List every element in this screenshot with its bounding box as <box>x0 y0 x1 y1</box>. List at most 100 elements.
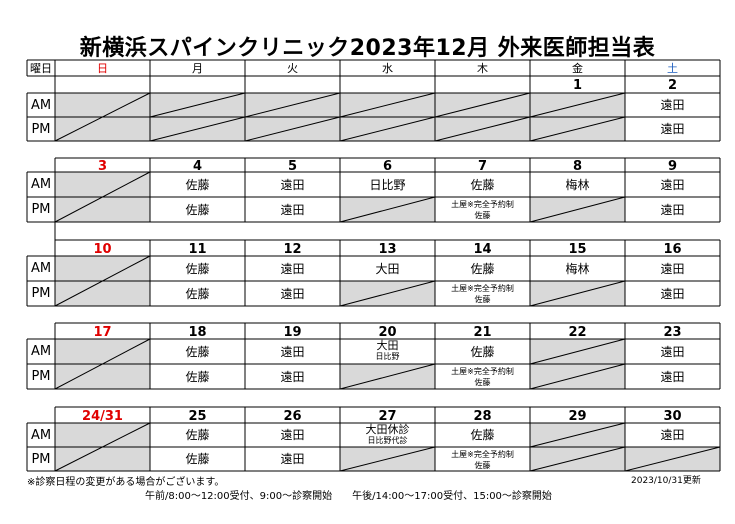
date-number: 20 <box>378 324 397 340</box>
closed-cell-slash <box>529 116 626 142</box>
date-number: 22 <box>568 324 587 340</box>
date-number: 8 <box>572 158 583 174</box>
date-number: 24/31 <box>82 408 123 424</box>
date-number: 15 <box>568 241 587 257</box>
pm-label: PM <box>31 451 51 467</box>
date-number: 13 <box>378 241 397 257</box>
date-number: 17 <box>93 324 112 340</box>
closed-cell-slash <box>339 446 436 472</box>
closed-cell-slash <box>339 196 436 223</box>
date-number: 3 <box>97 158 108 174</box>
date-number: 19 <box>283 324 302 340</box>
doctor-cell-multi: 大田 日比野 <box>340 340 435 362</box>
closed-cell-slash <box>529 446 626 472</box>
date-number: 7 <box>477 158 488 174</box>
date-number: 5 <box>287 158 298 174</box>
doctor-name: 梅林 <box>565 261 590 276</box>
doctor-name: 遠田 <box>280 286 305 301</box>
doctor-name: 佐藤 <box>185 452 210 466</box>
pm-label: PM <box>31 121 51 137</box>
am-label: AM <box>30 344 52 359</box>
header-day-5: 金 <box>572 62 583 75</box>
header-day-3: 水 <box>382 62 393 75</box>
doctor-name: 遠田 <box>660 286 685 301</box>
doctor-name: 佐藤 <box>470 261 495 276</box>
closed-cell-slash <box>149 92 246 118</box>
header-day-2: 火 <box>287 62 298 75</box>
closed-cell-slash <box>529 363 626 390</box>
closed-cell-slash <box>149 116 246 142</box>
header-day-0: 日 <box>97 62 108 75</box>
doctor-name: 遠田 <box>280 369 305 384</box>
doctor-name-line: 佐藤 <box>474 211 491 220</box>
date-number: 12 <box>283 241 302 257</box>
closed-cell-slash <box>529 92 626 118</box>
doctor-name-line: 大田 <box>376 339 399 352</box>
date-number: 29 <box>568 408 587 424</box>
date-number: 30 <box>663 408 682 424</box>
am-label: AM <box>30 261 52 276</box>
date-number: 27 <box>378 408 397 424</box>
doctor-name: 遠田 <box>280 428 305 442</box>
doctor-name: 佐藤 <box>470 344 495 359</box>
doctor-name: 佐藤 <box>185 261 210 276</box>
header-day-4: 木 <box>477 62 488 75</box>
reception-hours-note: 午前/8:00～12:00受付、9:00～診察開始 午後/14:00～17:00… <box>145 491 552 502</box>
pm-label: PM <box>31 202 51 217</box>
doctor-cell-multi: 土屋※完全予約制 佐藤 <box>435 282 530 305</box>
last-updated: 2023/10/31更新 <box>631 476 701 486</box>
header-day-6: 土 <box>667 62 678 75</box>
page-title: 新横浜スパインクリニック2023年12月 外来医師担当表 <box>79 36 656 61</box>
header-weekday-label: 曜日 <box>30 62 52 75</box>
doctor-name-line: 土屋※完全予約制 <box>451 284 514 293</box>
doctor-name: 梅林 <box>565 177 590 192</box>
closed-cell-slash <box>339 92 436 118</box>
doctor-name: 佐藤 <box>470 428 495 442</box>
doctor-name: 佐藤 <box>185 428 210 442</box>
doctor-name: 遠田 <box>280 344 305 359</box>
schedule-change-note: ※診察日程の変更がある場合がございます。 <box>27 477 225 488</box>
date-number: 21 <box>473 324 492 340</box>
closed-cell-slash <box>339 363 436 390</box>
doctor-name-line: 土屋※完全予約制 <box>451 200 514 209</box>
doctor-name: 遠田 <box>660 344 685 359</box>
closed-cell-slash <box>434 92 531 118</box>
doctor-cell-multi: 大田休診 日比野代診 <box>340 424 435 446</box>
date-number: 2 <box>667 78 678 93</box>
doctor-name: 大田 <box>375 261 400 276</box>
date-number: 4 <box>192 158 203 174</box>
date-number: 10 <box>93 241 112 257</box>
closed-cell-slash <box>434 116 531 142</box>
doctor-name: 佐藤 <box>185 177 210 192</box>
date-number: 16 <box>663 241 682 257</box>
doctor-name-line: 佐藤 <box>474 295 491 304</box>
date-number: 28 <box>473 408 492 424</box>
doctor-name: 佐藤 <box>185 369 210 384</box>
closed-cell-slash <box>244 116 341 142</box>
closed-cell-slash <box>339 280 436 307</box>
closed-cell-slash <box>529 280 626 307</box>
doctor-name: 佐藤 <box>185 286 210 301</box>
am-label: AM <box>30 97 52 113</box>
doctor-name-line: 土屋※完全予約制 <box>451 367 514 376</box>
date-number: 11 <box>188 241 207 257</box>
pm-label: PM <box>31 369 51 384</box>
doctor-name-line: 日比野 <box>375 352 400 361</box>
doctor-name: 日比野 <box>369 177 406 192</box>
am-label: AM <box>30 427 52 443</box>
header-day-1: 月 <box>192 62 203 75</box>
doctor-name: 佐藤 <box>470 177 495 192</box>
date-number: 1 <box>572 78 583 93</box>
doctor-name: 遠田 <box>280 452 305 466</box>
doctor-name: 遠田 <box>280 177 305 192</box>
doctor-cell-multi: 土屋※完全予約制 佐藤 <box>435 198 530 221</box>
doctor-name: 佐藤 <box>185 202 210 217</box>
closed-cell-slash <box>244 92 341 118</box>
date-number: 26 <box>283 408 302 424</box>
doctor-name: 遠田 <box>660 261 685 276</box>
closed-cell-slash <box>529 338 626 365</box>
am-label: AM <box>30 177 52 192</box>
doctor-name: 遠田 <box>660 177 685 192</box>
